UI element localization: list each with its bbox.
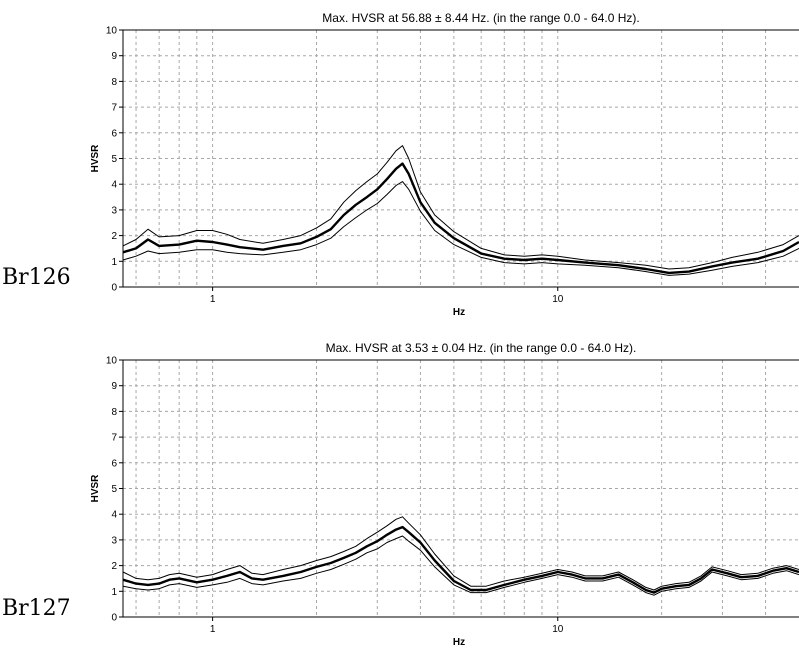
series-line-mean — [122, 525, 799, 594]
y-tick-label: 1 — [111, 257, 117, 268]
series-line-mean-minus-std — [122, 535, 799, 596]
y-tick-label: 4 — [111, 510, 117, 521]
x-axis-label: Hz — [453, 307, 465, 318]
y-tick-label: 3 — [111, 205, 117, 216]
y-tick-label: 10 — [106, 26, 118, 37]
series-line-mean-plus-minus-std — [122, 145, 799, 270]
hvsr-chart-br127: Max. HVSR at 3.53 ± 0.04 Hz. (in the ran… — [90, 341, 799, 648]
y-tick-label: 5 — [111, 484, 117, 495]
series-line-mean-minus-std — [122, 181, 799, 276]
panel-label-br127: Br127 — [2, 596, 71, 621]
y-tick-label: 9 — [111, 381, 117, 392]
series-line-mean — [122, 162, 799, 275]
x-tick-label: 1 — [210, 624, 216, 635]
y-tick-label: 5 — [111, 154, 117, 165]
y-tick-label: 2 — [111, 561, 117, 572]
y-axis-label: HVSR — [90, 474, 101, 503]
y-axis-label: HVSR — [90, 144, 101, 173]
chart-title: Max. HVSR at 3.53 ± 0.04 Hz. (in the ran… — [326, 341, 637, 355]
x-tick-label: 1 — [210, 294, 216, 305]
y-tick-label: 10 — [106, 356, 118, 367]
y-tick-label: 7 — [111, 103, 117, 114]
x-axis-label: Hz — [453, 637, 465, 648]
y-tick-label: 8 — [111, 407, 117, 418]
y-tick-label: 3 — [111, 535, 117, 546]
x-tick-label: 10 — [552, 294, 564, 305]
x-tick-label: 10 — [552, 624, 564, 635]
y-tick-label: 1 — [111, 587, 117, 598]
y-tick-label: 7 — [111, 433, 117, 444]
chart-title: Max. HVSR at 56.88 ± 8.44 Hz. (in the ra… — [322, 11, 639, 25]
y-tick-label: 8 — [111, 77, 117, 88]
y-tick-label: 0 — [111, 283, 117, 294]
y-tick-label: 0 — [111, 613, 117, 624]
y-tick-label: 6 — [111, 458, 117, 469]
y-tick-label: 4 — [111, 180, 117, 191]
hvsr-chart-br126: Max. HVSR at 56.88 ± 8.44 Hz. (in the ra… — [90, 11, 799, 318]
panel-label-br126: Br126 — [2, 265, 71, 290]
y-tick-label: 9 — [111, 51, 117, 62]
y-tick-label: 2 — [111, 231, 117, 242]
series-line-mean-plus-minus-std — [122, 516, 799, 591]
y-tick-label: 6 — [111, 128, 117, 139]
